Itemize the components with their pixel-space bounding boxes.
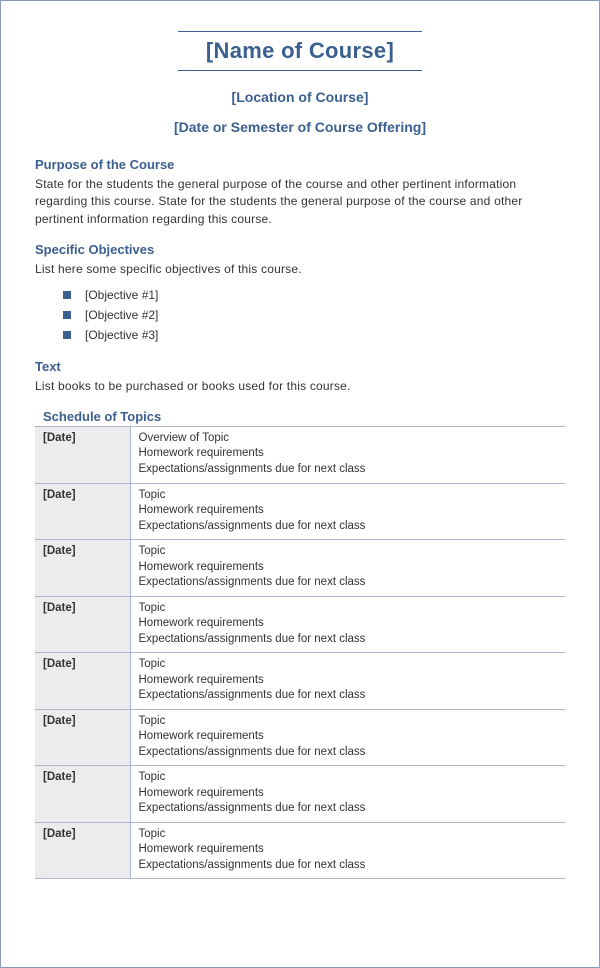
table-row: [Date]Overview of TopicHomework requirem…: [35, 426, 565, 483]
list-item: [Objective #2]: [35, 305, 565, 325]
schedule-desc-cell: TopicHomework requirementsExpectations/a…: [130, 540, 565, 597]
schedule-desc-cell: TopicHomework requirementsExpectations/a…: [130, 596, 565, 653]
schedule-desc-line: Topic: [139, 657, 558, 673]
objective-label: [Objective #2]: [85, 308, 158, 322]
schedule-desc-line: Topic: [139, 770, 558, 786]
objectives-list: [Objective #1] [Objective #2] [Objective…: [35, 285, 565, 345]
schedule-desc-line: Topic: [139, 714, 558, 730]
schedule-desc-line: Overview of Topic: [139, 431, 558, 447]
schedule-desc-cell: TopicHomework requirementsExpectations/a…: [130, 766, 565, 823]
table-row: [Date]TopicHomework requirementsExpectat…: [35, 596, 565, 653]
schedule-table: [Date]Overview of TopicHomework requirem…: [35, 426, 565, 879]
table-row: [Date]TopicHomework requirementsExpectat…: [35, 709, 565, 766]
schedule-desc-line: Expectations/assignments due for next cl…: [139, 632, 558, 648]
schedule-desc-line: Homework requirements: [139, 503, 558, 519]
objectives-heading: Specific Objectives: [35, 242, 565, 257]
schedule-date-cell: [Date]: [35, 483, 130, 540]
list-item: [Objective #3]: [35, 325, 565, 345]
schedule-desc-line: Homework requirements: [139, 560, 558, 576]
course-location: [Location of Course]: [35, 89, 565, 105]
schedule-desc-cell: Overview of TopicHomework requirementsEx…: [130, 426, 565, 483]
table-row: [Date]TopicHomework requirementsExpectat…: [35, 540, 565, 597]
schedule-desc-cell: TopicHomework requirementsExpectations/a…: [130, 709, 565, 766]
objective-label: [Objective #1]: [85, 288, 158, 302]
schedule-desc-line: Topic: [139, 827, 558, 843]
table-row: [Date]TopicHomework requirementsExpectat…: [35, 766, 565, 823]
schedule-desc-line: Topic: [139, 601, 558, 617]
list-item: [Objective #1]: [35, 285, 565, 305]
objective-label: [Objective #3]: [85, 328, 158, 342]
schedule-desc-line: Homework requirements: [139, 616, 558, 632]
schedule-desc-line: Homework requirements: [139, 842, 558, 858]
schedule-desc-line: Homework requirements: [139, 729, 558, 745]
schedule-desc-cell: TopicHomework requirementsExpectations/a…: [130, 653, 565, 710]
table-row: [Date]TopicHomework requirementsExpectat…: [35, 483, 565, 540]
schedule-desc-line: Homework requirements: [139, 786, 558, 802]
text-body: List books to be purchased or books used…: [35, 378, 565, 395]
schedule-date-cell: [Date]: [35, 822, 130, 879]
course-title: [Name of Course]: [206, 38, 394, 64]
schedule-date-cell: [Date]: [35, 596, 130, 653]
schedule-desc-line: Expectations/assignments due for next cl…: [139, 575, 558, 591]
schedule-desc-cell: TopicHomework requirementsExpectations/a…: [130, 822, 565, 879]
course-date-semester: [Date or Semester of Course Offering]: [35, 119, 565, 135]
schedule-desc-line: Topic: [139, 488, 558, 504]
schedule-desc-line: Topic: [139, 544, 558, 560]
schedule-date-cell: [Date]: [35, 653, 130, 710]
schedule-desc-line: Expectations/assignments due for next cl…: [139, 519, 558, 535]
table-row: [Date]TopicHomework requirementsExpectat…: [35, 653, 565, 710]
bullet-icon: [63, 311, 71, 319]
schedule-desc-line: Expectations/assignments due for next cl…: [139, 801, 558, 817]
schedule-heading: Schedule of Topics: [43, 409, 565, 424]
schedule-date-cell: [Date]: [35, 709, 130, 766]
schedule-desc-line: Expectations/assignments due for next cl…: [139, 745, 558, 761]
schedule-date-cell: [Date]: [35, 426, 130, 483]
bullet-icon: [63, 331, 71, 339]
schedule-date-cell: [Date]: [35, 540, 130, 597]
schedule-date-cell: [Date]: [35, 766, 130, 823]
schedule-desc-line: Expectations/assignments due for next cl…: [139, 462, 558, 478]
schedule-desc-line: Homework requirements: [139, 673, 558, 689]
objectives-intro: List here some specific objectives of th…: [35, 261, 565, 278]
bullet-icon: [63, 291, 71, 299]
text-heading: Text: [35, 359, 565, 374]
purpose-heading: Purpose of the Course: [35, 157, 565, 172]
schedule-desc-line: Homework requirements: [139, 446, 558, 462]
course-title-frame: [Name of Course]: [178, 31, 422, 71]
schedule-desc-line: Expectations/assignments due for next cl…: [139, 858, 558, 874]
table-row: [Date]TopicHomework requirementsExpectat…: [35, 822, 565, 879]
purpose-body: State for the students the general purpo…: [35, 176, 565, 228]
schedule-desc-cell: TopicHomework requirementsExpectations/a…: [130, 483, 565, 540]
header-block: [Name of Course] [Location of Course] [D…: [35, 31, 565, 135]
schedule-desc-line: Expectations/assignments due for next cl…: [139, 688, 558, 704]
